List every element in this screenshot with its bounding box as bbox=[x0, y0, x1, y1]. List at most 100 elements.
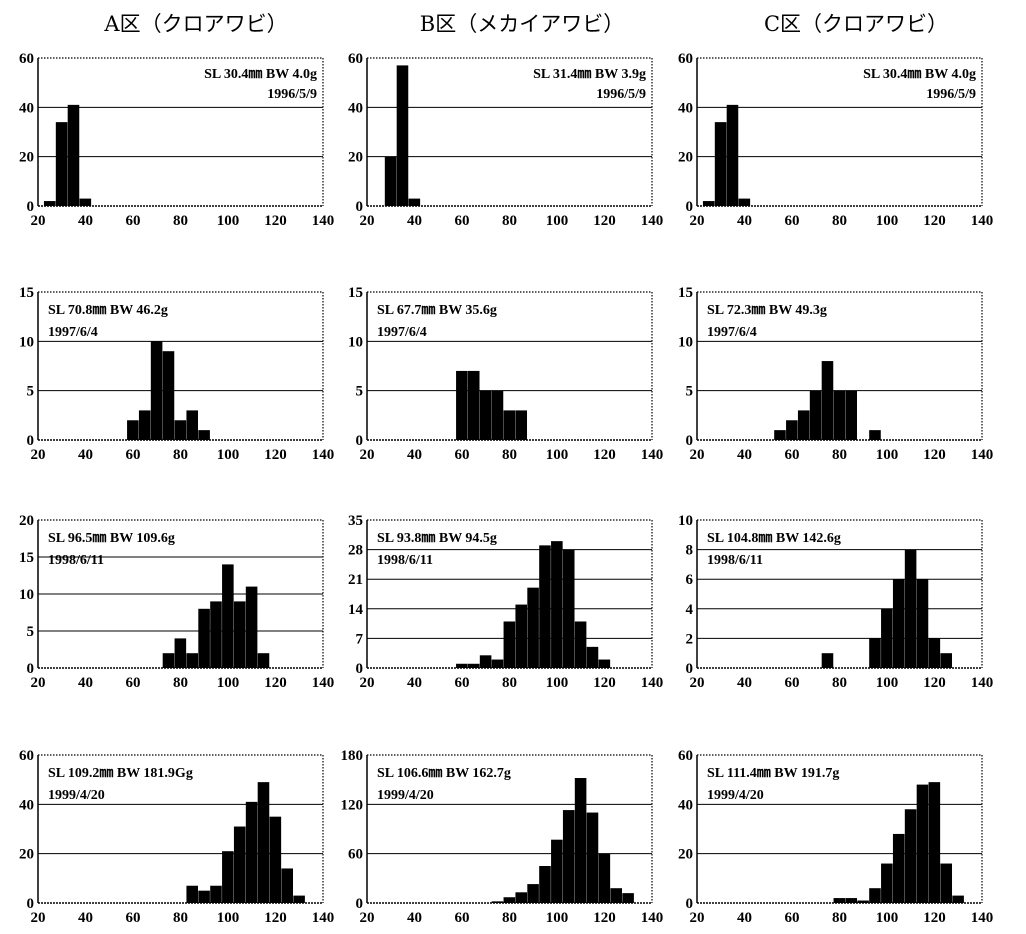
histogram-bar bbox=[726, 104, 739, 206]
panel-stats: SL 31.4㎜ BW 3.9g bbox=[533, 67, 646, 82]
histogram-panel-9: 0 2 4 6 8 10 20 40 60 80 100 120 140 SL 104.8㎜ BW 142… bbox=[678, 513, 993, 691]
y-tick-label: 0 bbox=[686, 896, 694, 912]
x-tick-label: 140 bbox=[312, 675, 335, 691]
x-tick-label: 60 bbox=[785, 675, 800, 691]
x-tick-label: 80 bbox=[173, 213, 188, 229]
histogram-bar bbox=[43, 201, 56, 206]
x-tick-label: 140 bbox=[971, 447, 994, 463]
x-tick-label: 140 bbox=[312, 910, 335, 926]
panel-date: 1996/5/9 bbox=[596, 87, 646, 102]
histogram-bar bbox=[562, 810, 575, 903]
histogram-bar bbox=[515, 892, 528, 903]
y-tick-label: 10 bbox=[19, 334, 34, 350]
x-tick-label: 100 bbox=[546, 213, 569, 229]
histogram-bar bbox=[198, 608, 210, 668]
y-tick-label: 21 bbox=[348, 572, 363, 588]
histogram-bar bbox=[586, 812, 599, 903]
histogram-bar bbox=[210, 885, 222, 903]
x-tick-label: 40 bbox=[407, 675, 422, 691]
x-tick-label: 20 bbox=[690, 213, 705, 229]
x-tick-label: 120 bbox=[264, 213, 287, 229]
histogram-bar bbox=[503, 410, 516, 440]
histogram-bar bbox=[574, 621, 587, 668]
histogram-bar bbox=[384, 156, 397, 206]
histogram-bar bbox=[79, 198, 92, 206]
x-tick-label: 120 bbox=[264, 910, 287, 926]
y-tick-label: 35 bbox=[348, 513, 363, 529]
x-tick-label: 120 bbox=[593, 675, 616, 691]
x-tick-label: 20 bbox=[31, 447, 46, 463]
x-tick-label: 140 bbox=[641, 910, 664, 926]
y-tick-label: 40 bbox=[678, 100, 693, 116]
histogram-panel-5: 0 5 10 15 20 40 60 80 100 120 140 SL 67.7㎜ BW 35.6g… bbox=[348, 285, 663, 463]
y-tick-label: 20 bbox=[678, 847, 693, 863]
y-tick-label: 40 bbox=[19, 797, 34, 813]
x-tick-label: 40 bbox=[737, 910, 752, 926]
histogram-bar bbox=[67, 104, 80, 206]
panel-stats: SL 106.6㎜ BW 162.7g bbox=[377, 766, 511, 781]
y-tick-label: 40 bbox=[348, 100, 363, 116]
panel-stats: SL 67.7㎜ BW 35.6g bbox=[377, 303, 497, 318]
histogram-bar bbox=[586, 646, 599, 668]
histogram-bar bbox=[821, 653, 834, 668]
y-tick-label: 6 bbox=[686, 572, 694, 588]
x-tick-label: 140 bbox=[971, 675, 994, 691]
histogram-bar bbox=[233, 826, 246, 903]
x-tick-label: 40 bbox=[407, 213, 422, 229]
x-tick-label: 80 bbox=[832, 447, 847, 463]
histogram-bar bbox=[869, 430, 881, 440]
histogram-bar bbox=[857, 900, 869, 903]
x-tick-label: 20 bbox=[690, 447, 705, 463]
histogram-bar bbox=[714, 122, 727, 206]
histogram-bar bbox=[797, 410, 810, 440]
histogram-bar bbox=[869, 638, 881, 668]
x-tick-label: 40 bbox=[78, 675, 93, 691]
histogram-bar bbox=[150, 341, 163, 440]
panel-date: 1997/6/4 bbox=[377, 325, 427, 340]
y-tick-label: 0 bbox=[356, 433, 364, 449]
y-tick-label: 15 bbox=[19, 550, 34, 566]
histogram-bar bbox=[222, 851, 234, 903]
x-tick-label: 20 bbox=[360, 213, 375, 229]
histogram-bar bbox=[904, 809, 917, 903]
x-tick-label: 60 bbox=[126, 447, 141, 463]
x-tick-label: 80 bbox=[502, 213, 517, 229]
x-tick-label: 100 bbox=[546, 447, 569, 463]
x-tick-label: 100 bbox=[876, 213, 899, 229]
x-tick-label: 140 bbox=[312, 447, 335, 463]
histogram-bar bbox=[904, 549, 917, 668]
histogram-bar bbox=[162, 351, 175, 440]
histogram-bar bbox=[786, 420, 798, 440]
x-tick-label: 80 bbox=[832, 910, 847, 926]
x-tick-label: 40 bbox=[407, 447, 422, 463]
histogram-bar bbox=[598, 853, 611, 903]
histogram-bar bbox=[210, 601, 222, 668]
histogram-bar bbox=[456, 663, 468, 668]
y-tick-label: 5 bbox=[27, 624, 35, 640]
y-tick-label: 15 bbox=[19, 285, 34, 301]
x-tick-label: 20 bbox=[31, 675, 46, 691]
x-tick-label: 60 bbox=[455, 213, 470, 229]
panel-date: 1996/5/9 bbox=[926, 87, 976, 102]
histogram-bar bbox=[598, 659, 611, 668]
histogram-panel-8: 0 7 14 21 28 35 20 40 60 80 100 120 140 SL 93.8㎜ BW 9… bbox=[348, 513, 663, 691]
histogram-bar bbox=[245, 801, 258, 903]
panel-date: 1999/4/20 bbox=[377, 788, 434, 803]
histogram-panel-4: 0 5 10 15 20 40 60 80 100 120 140 SL 70.8㎜ BW 46.2g… bbox=[19, 285, 334, 463]
histogram-bar bbox=[738, 198, 751, 206]
histogram-bar bbox=[174, 638, 187, 668]
x-tick-label: 60 bbox=[785, 213, 800, 229]
histogram-panel-6: 0 5 10 15 20 40 60 80 100 120 140 SL 72.3㎜ BW 49.3g… bbox=[678, 285, 993, 463]
x-tick-label: 60 bbox=[455, 910, 470, 926]
panel-stats: SL 72.3㎜ BW 49.3g bbox=[707, 303, 827, 318]
histogram-bar bbox=[892, 579, 905, 668]
y-tick-label: 14 bbox=[348, 602, 364, 618]
x-tick-label: 140 bbox=[641, 213, 664, 229]
histogram-bar bbox=[881, 608, 893, 668]
histogram-bar bbox=[774, 430, 786, 440]
histogram-bar bbox=[479, 655, 492, 668]
